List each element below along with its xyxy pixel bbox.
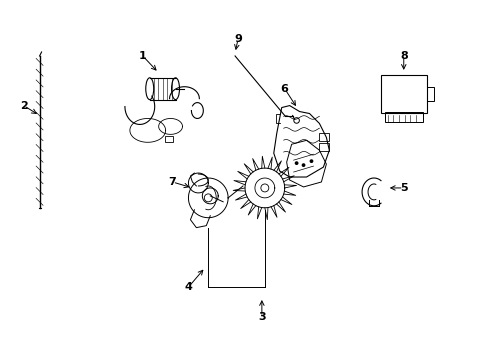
Circle shape bbox=[310, 160, 312, 162]
Text: 3: 3 bbox=[258, 312, 265, 322]
Text: 7: 7 bbox=[168, 177, 176, 187]
Bar bbox=[319, 133, 328, 141]
Bar bbox=[319, 143, 328, 151]
Circle shape bbox=[302, 164, 304, 166]
Bar bbox=[380, 75, 426, 113]
Bar bbox=[384, 112, 422, 122]
Bar bbox=[426, 87, 433, 100]
Text: 2: 2 bbox=[20, 100, 27, 111]
Text: 4: 4 bbox=[184, 282, 192, 292]
Circle shape bbox=[295, 162, 297, 164]
Text: 8: 8 bbox=[399, 51, 407, 61]
Text: 5: 5 bbox=[399, 183, 407, 193]
Bar bbox=[164, 136, 172, 142]
Text: 9: 9 bbox=[234, 34, 242, 44]
Text: 6: 6 bbox=[280, 84, 288, 94]
Text: 1: 1 bbox=[139, 51, 146, 61]
